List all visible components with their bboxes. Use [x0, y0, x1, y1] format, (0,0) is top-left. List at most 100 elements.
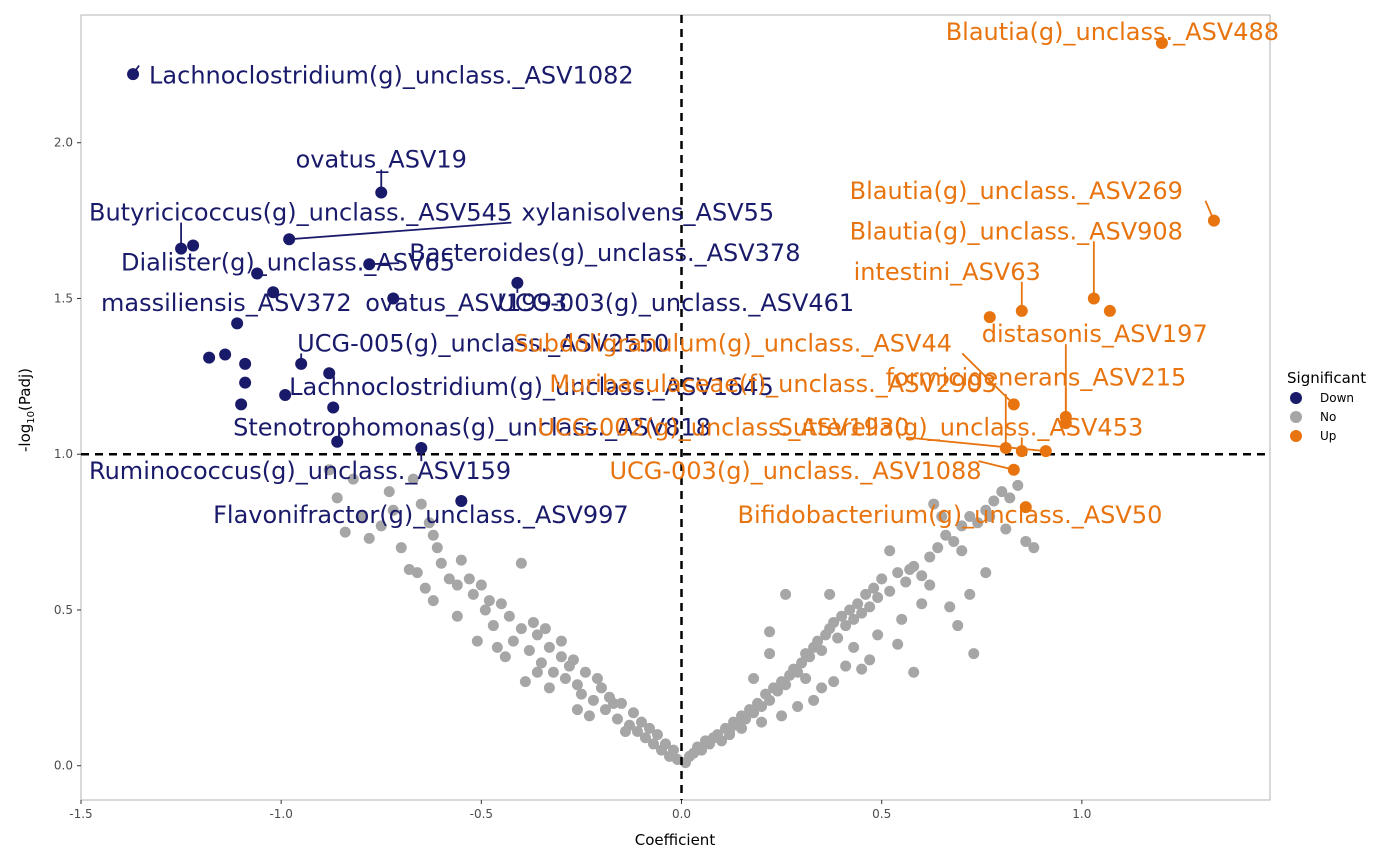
- point-no: [928, 498, 940, 510]
- point-up: [1007, 463, 1020, 476]
- point-no: [796, 657, 808, 669]
- point-label-down: xylanisolvens_ASV55: [521, 199, 774, 227]
- point-up: [1015, 445, 1028, 458]
- point-label-down: Butyricicoccus(g)_unclass._ASV545: [89, 199, 512, 227]
- point-label-up: Blautia(g)_unclass._ASV488: [946, 18, 1279, 46]
- y-axis-title: -log10(Padj): [16, 368, 37, 452]
- point-no: [764, 626, 776, 638]
- point-no: [475, 579, 487, 591]
- point-label-up: UCG-003(g)_unclass._ASV1088: [609, 457, 981, 485]
- point-no: [451, 610, 463, 622]
- point-label-down: Lachnoclostridium(g)_unclass._ASV1645: [289, 373, 774, 401]
- point-down: [239, 376, 252, 389]
- point-no: [647, 738, 659, 750]
- point-no: [876, 573, 888, 585]
- point-no: [856, 663, 868, 675]
- point-no: [427, 595, 439, 607]
- legend-label-down: Down: [1320, 391, 1354, 405]
- point-no: [996, 486, 1008, 498]
- point-no: [435, 557, 447, 569]
- legend: Significant Down No Up: [1287, 369, 1366, 443]
- axes: -1.5 -1.0 -0.5 0.0 0.5 1.0 0.0 0.5 1.0 1.5 2.0: [54, 136, 1091, 821]
- point-no: [764, 648, 776, 660]
- point-label-up: intestini_ASV63: [854, 258, 1041, 286]
- x-tick-label: -1.0: [269, 807, 292, 821]
- point-no: [543, 641, 555, 653]
- point-no: [756, 716, 768, 728]
- point-no: [531, 629, 543, 641]
- y-tick-label: 1.5: [54, 291, 73, 305]
- point-no: [956, 520, 968, 532]
- legend-swatch-up: [1290, 430, 1302, 442]
- point-labels: Lachnoclostridium(g)_unclass._ASV1082ova…: [89, 18, 1279, 529]
- point-down: [235, 398, 248, 411]
- point-no: [716, 735, 728, 747]
- point-up: [1019, 501, 1032, 514]
- point-no: [559, 673, 571, 685]
- point-no: [483, 595, 495, 607]
- point-label-up: Blautia(g)_unclass._ASV269: [850, 177, 1183, 205]
- point-no: [832, 632, 844, 644]
- point-no: [964, 511, 976, 523]
- point-up: [1007, 398, 1020, 411]
- point-no: [872, 592, 884, 604]
- point-no: [491, 641, 503, 653]
- point-no: [988, 495, 1000, 507]
- point-no: [812, 635, 824, 647]
- point-no: [932, 542, 944, 554]
- point-label-up: formicigenerans_ASV215: [886, 364, 1187, 392]
- point-no: [499, 651, 511, 663]
- point-no: [748, 707, 760, 719]
- y-axis-title-subscript: 10: [26, 411, 37, 424]
- point-no: [800, 673, 812, 685]
- point-no: [916, 598, 928, 610]
- point-no: [840, 620, 852, 632]
- point-label-down: ovatus_ASV1993: [365, 289, 567, 317]
- point-no: [736, 722, 748, 734]
- point-down: [127, 68, 140, 81]
- point-label-up: UCG-002(g)_unclass._ASV1930: [537, 414, 909, 442]
- point-no: [776, 710, 788, 722]
- point-no: [956, 545, 968, 557]
- point-down: [511, 276, 524, 289]
- point-no: [892, 567, 904, 579]
- point-label-down: UCG-005(g)_unclass._ASV2550: [297, 329, 669, 357]
- point-no: [900, 576, 912, 588]
- point-no: [579, 666, 591, 678]
- point-no: [772, 685, 784, 697]
- point-no: [523, 644, 535, 656]
- point-no: [575, 688, 587, 700]
- point-no: [1000, 523, 1012, 535]
- point-down: [295, 357, 308, 370]
- point-no: [872, 629, 884, 641]
- y-tick-label: 2.0: [54, 136, 73, 150]
- point-no: [696, 744, 708, 756]
- point-no: [519, 676, 531, 688]
- point-no: [884, 545, 896, 557]
- point-no: [427, 529, 439, 541]
- point-no: [824, 588, 836, 600]
- point-no: [940, 529, 952, 541]
- point-label-down: Flavonifractor(g)_unclass._ASV997: [213, 501, 629, 529]
- point-down: [415, 441, 428, 454]
- y-tick-label: 0.0: [54, 759, 73, 773]
- point-no: [587, 694, 599, 706]
- point-no: [619, 725, 631, 737]
- point-no: [555, 651, 567, 663]
- point-no: [407, 473, 419, 485]
- point-down: [331, 435, 344, 448]
- point-up: [1087, 292, 1100, 305]
- point-label-up: Sutterella(g)_unclass._ASV453: [778, 414, 1144, 442]
- point-up: [1207, 214, 1220, 227]
- point-up: [999, 441, 1012, 454]
- point-no: [840, 660, 852, 672]
- point-down: [279, 389, 292, 402]
- point-no: [627, 707, 639, 719]
- point-down: [363, 258, 376, 271]
- point-no: [884, 585, 896, 597]
- point-no: [539, 623, 551, 635]
- point-no: [1012, 479, 1024, 491]
- point-no: [631, 725, 643, 737]
- point-no: [543, 682, 555, 694]
